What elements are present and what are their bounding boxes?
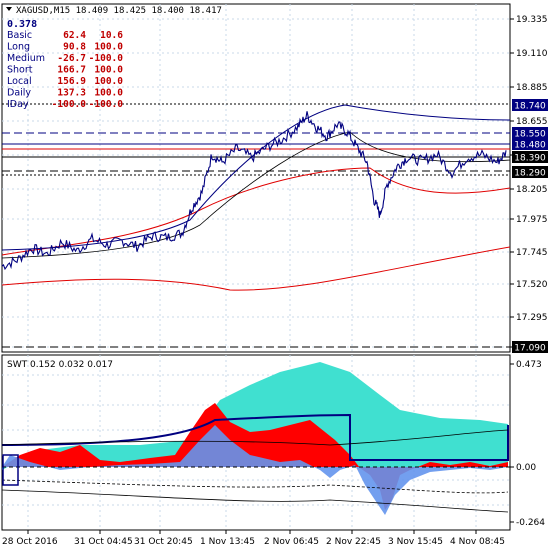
- info-value-1: 156.9: [57, 76, 86, 87]
- info-value-1: 137.3: [57, 88, 86, 99]
- price-tick-label: 17.975: [516, 215, 548, 225]
- indicator-label: SWT 0.152 0.032 0.017: [7, 360, 113, 370]
- info-value-1: -100.0: [52, 99, 87, 110]
- info-value-2: 100.0: [94, 76, 123, 87]
- price-badge-18-550: 18.550: [512, 127, 548, 140]
- info-value-2: 100.0: [94, 88, 123, 99]
- info-label-local: Local: [7, 76, 32, 87]
- time-axis: 28 Oct 2016 31 Oct 04:45 31 Oct 20:45 1 Nov…: [2, 530, 505, 547]
- price-badge-18-290: 18.290: [512, 166, 548, 179]
- swt-signal-line: [1, 413, 509, 461]
- info-value-1: -26.7: [57, 53, 86, 64]
- envelope-lower: [1, 131, 511, 259]
- swt-lower-band: [1, 489, 509, 513]
- price-tick-label: 19.335: [516, 15, 548, 25]
- indicator-tick-label: -0.264: [516, 518, 545, 528]
- time-tick-label: 2 Nov 06:45: [264, 537, 319, 547]
- ma-medium-red: [1, 167, 511, 256]
- collapse-triangle-icon[interactable]: [6, 7, 12, 11]
- info-value-2: -100.0: [89, 53, 124, 64]
- swt-upper-band: [1, 429, 509, 446]
- info-value-1: 62.4: [63, 30, 86, 41]
- time-tick-label: 4 Nov 08:45: [450, 537, 505, 547]
- swt-lower-dotted: [1, 479, 509, 494]
- price-tick-label: 17.520: [516, 280, 548, 290]
- indicator-tick-label: 0.473: [516, 360, 542, 370]
- swt-cyan-area: [2, 362, 508, 470]
- price-badge-18-740: 18.740: [512, 99, 548, 112]
- info-value-2: 100.0: [94, 65, 123, 76]
- swt-indicator: [1, 362, 510, 515]
- svg-text:18.290: 18.290: [514, 169, 546, 179]
- price-line: [1, 111, 507, 271]
- price-badge-18-390: 18.390: [512, 151, 548, 164]
- price-tick-label: 18.655: [516, 117, 548, 127]
- header-value: 0.378: [7, 19, 37, 30]
- swt-blue-area: [2, 425, 508, 515]
- time-tick-label: 1 Nov 13:45: [200, 537, 255, 547]
- time-tick-label: 31 Oct 20:45: [134, 537, 193, 547]
- svg-text:17.090: 17.090: [514, 344, 546, 354]
- price-tick-label: 17.295: [516, 313, 548, 323]
- info-value-2: -100.0: [89, 99, 124, 110]
- info-value-1: 166.7: [57, 65, 86, 76]
- indicator-frame: [1, 354, 511, 531]
- price-tick-label: 18.885: [516, 83, 548, 93]
- price-tick-label: 17.745: [516, 248, 548, 258]
- info-value-1: 90.8: [63, 42, 86, 53]
- time-tick-label: 28 Oct 2016: [2, 537, 58, 547]
- svg-text:18.550: 18.550: [514, 130, 546, 140]
- time-tick-label: 2 Nov 22:45: [326, 537, 381, 547]
- main-chart-frame: [1, 3, 511, 353]
- price-badge-17-090: 17.090: [512, 341, 548, 354]
- info-label-iday: IDay: [7, 99, 29, 110]
- price-badge-18-480: 18.480: [512, 138, 548, 151]
- svg-text:18.390: 18.390: [514, 154, 546, 164]
- info-label-short: Short: [7, 65, 33, 76]
- envelope-upper: [1, 104, 511, 251]
- time-tick-label: 31 Oct 04:45: [74, 537, 133, 547]
- info-label-medium: Medium: [7, 53, 45, 64]
- price-axis: 19.33519.11018.88518.65518.43018.20517.9…: [510, 15, 548, 348]
- grid: [2, 4, 510, 530]
- symbol-line: XAGUSD,M15 18.409 18.425 18.400 18.417: [16, 6, 222, 16]
- time-tick-label: 3 Nov 15:45: [388, 537, 443, 547]
- info-label-daily: Daily: [7, 88, 31, 99]
- info-label-long: Long: [7, 42, 30, 53]
- price-tick-label: 18.205: [516, 185, 548, 195]
- svg-text:18.740: 18.740: [514, 102, 546, 112]
- svg-text:18.480: 18.480: [514, 141, 546, 151]
- info-label-basic: Basic: [7, 30, 32, 41]
- swt-start-box: [2, 454, 19, 486]
- price-tick-label: 19.110: [516, 49, 548, 59]
- indicator-tick-label: 0.00: [516, 463, 536, 473]
- info-value-2: 10.6: [100, 30, 123, 41]
- ma-long-red: [1, 246, 511, 291]
- info-value-2: 100.0: [94, 42, 123, 53]
